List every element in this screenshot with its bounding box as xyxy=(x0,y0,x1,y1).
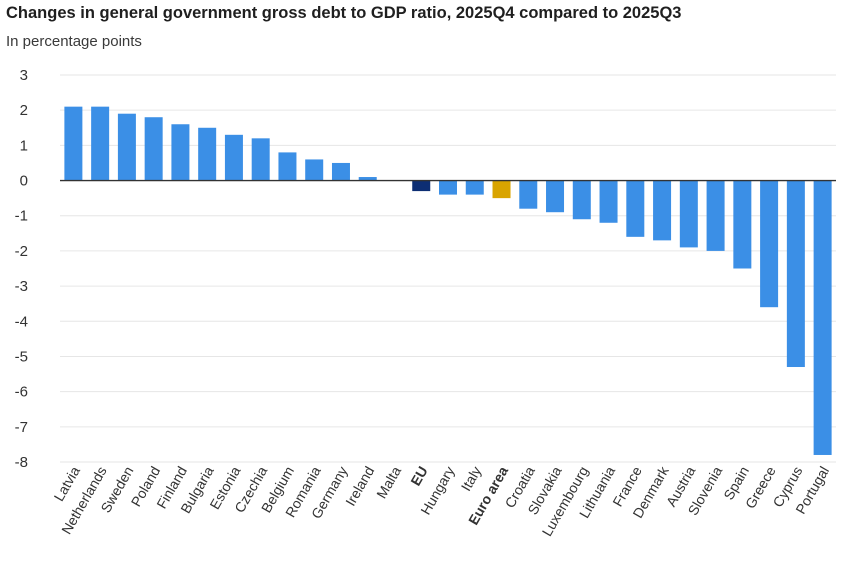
bar xyxy=(358,177,377,181)
y-tick-label: -6 xyxy=(15,384,28,401)
chart-subtitle: In percentage points xyxy=(6,33,142,50)
bar xyxy=(572,180,591,220)
bar xyxy=(813,180,832,455)
y-tick-label: -2 xyxy=(15,243,28,260)
bar xyxy=(492,180,511,199)
y-tick-label: -7 xyxy=(15,419,28,436)
bar xyxy=(519,180,538,209)
bar xyxy=(278,152,297,181)
bar xyxy=(679,180,698,248)
x-category-label: Malta xyxy=(373,463,404,501)
y-axis-tick-labels: 3 2 1 0 -1 -2 -3 -4 -5 -6 -7 -8 xyxy=(15,67,28,471)
bar xyxy=(653,180,672,241)
y-tick-label: -8 xyxy=(15,454,28,471)
chart-title: Changes in general government gross debt… xyxy=(6,4,682,22)
y-tick-label: -5 xyxy=(15,348,28,365)
x-category-label: Italy xyxy=(458,464,485,494)
bar xyxy=(198,127,217,181)
bar xyxy=(546,180,565,213)
bar xyxy=(706,180,725,251)
bar xyxy=(465,180,484,195)
bar xyxy=(144,117,163,181)
bar xyxy=(224,134,243,181)
x-axis-category-labels: LatviaNetherlandsSwedenPolandFinlandBulg… xyxy=(50,463,832,539)
y-tick-label: 0 xyxy=(20,173,28,190)
y-tick-label: 2 xyxy=(20,102,28,119)
bar xyxy=(91,106,110,181)
bars xyxy=(64,106,832,455)
bar xyxy=(64,106,83,181)
bar xyxy=(171,124,190,181)
bar xyxy=(117,113,136,181)
bar xyxy=(733,180,752,269)
bar xyxy=(439,180,457,195)
x-category-label: EU xyxy=(407,464,431,489)
bar xyxy=(305,159,324,181)
bar xyxy=(786,180,805,368)
bar xyxy=(331,162,350,181)
y-tick-label: -3 xyxy=(15,278,28,295)
y-tick-label: 3 xyxy=(20,67,28,84)
bar xyxy=(760,180,779,308)
y-tick-label: 1 xyxy=(20,137,28,154)
bar xyxy=(251,138,270,181)
bar xyxy=(412,180,431,192)
bar xyxy=(599,180,618,223)
y-tick-label: -1 xyxy=(15,208,28,225)
y-tick-label: -4 xyxy=(15,313,28,330)
bar xyxy=(626,180,645,237)
